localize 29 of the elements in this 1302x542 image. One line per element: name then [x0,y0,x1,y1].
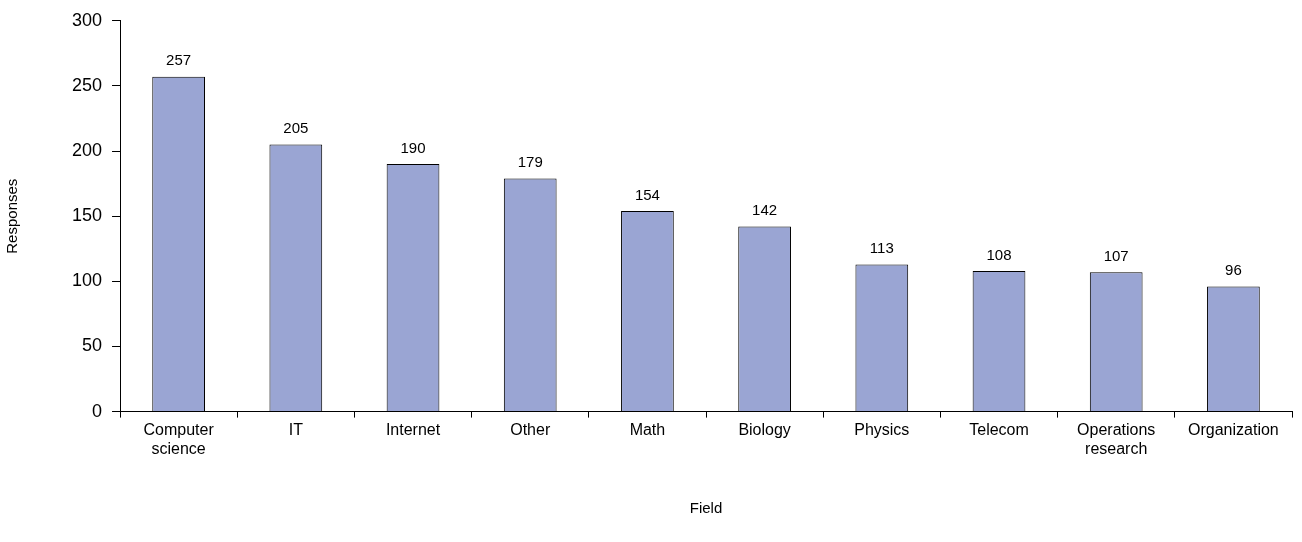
data-label: 154 [634,185,660,203]
y-tick-label: 100 [71,270,103,291]
x-tick-label: Physics [854,420,910,438]
y-tick-label: 300 [71,9,103,30]
x-tick-label: Internet [385,420,441,438]
data-label: 107 [1103,246,1129,264]
x-tick-label: Math [629,420,666,438]
data-label: 113 [869,239,894,257]
x-tick-label: Computer science [143,420,215,457]
y-tick-label: 0 [92,400,103,421]
data-label: 142 [752,201,778,219]
x-tick-label: IT [288,420,304,438]
data-label: 96 [1225,261,1242,279]
x-tick-label: Other [510,420,551,438]
data-label: 108 [986,245,1012,263]
data-label: 257 [166,51,192,69]
y-tick-label: 50 [82,335,103,356]
x-tick-label: Biology [738,420,791,438]
data-label: 190 [400,138,426,156]
x-tick-label: Organization [1188,420,1279,438]
x-tick-label: Operations research [1077,420,1156,457]
x-axis-title: Field [689,499,723,517]
y-tick-label: 150 [71,205,103,226]
y-tick-label: 200 [71,140,103,161]
data-label: 205 [283,119,309,137]
x-tick-label: Telecom [969,420,1029,438]
y-tick-label: 250 [71,74,103,95]
data-label: 179 [517,153,543,171]
y-axis-title: Responses [3,178,21,254]
